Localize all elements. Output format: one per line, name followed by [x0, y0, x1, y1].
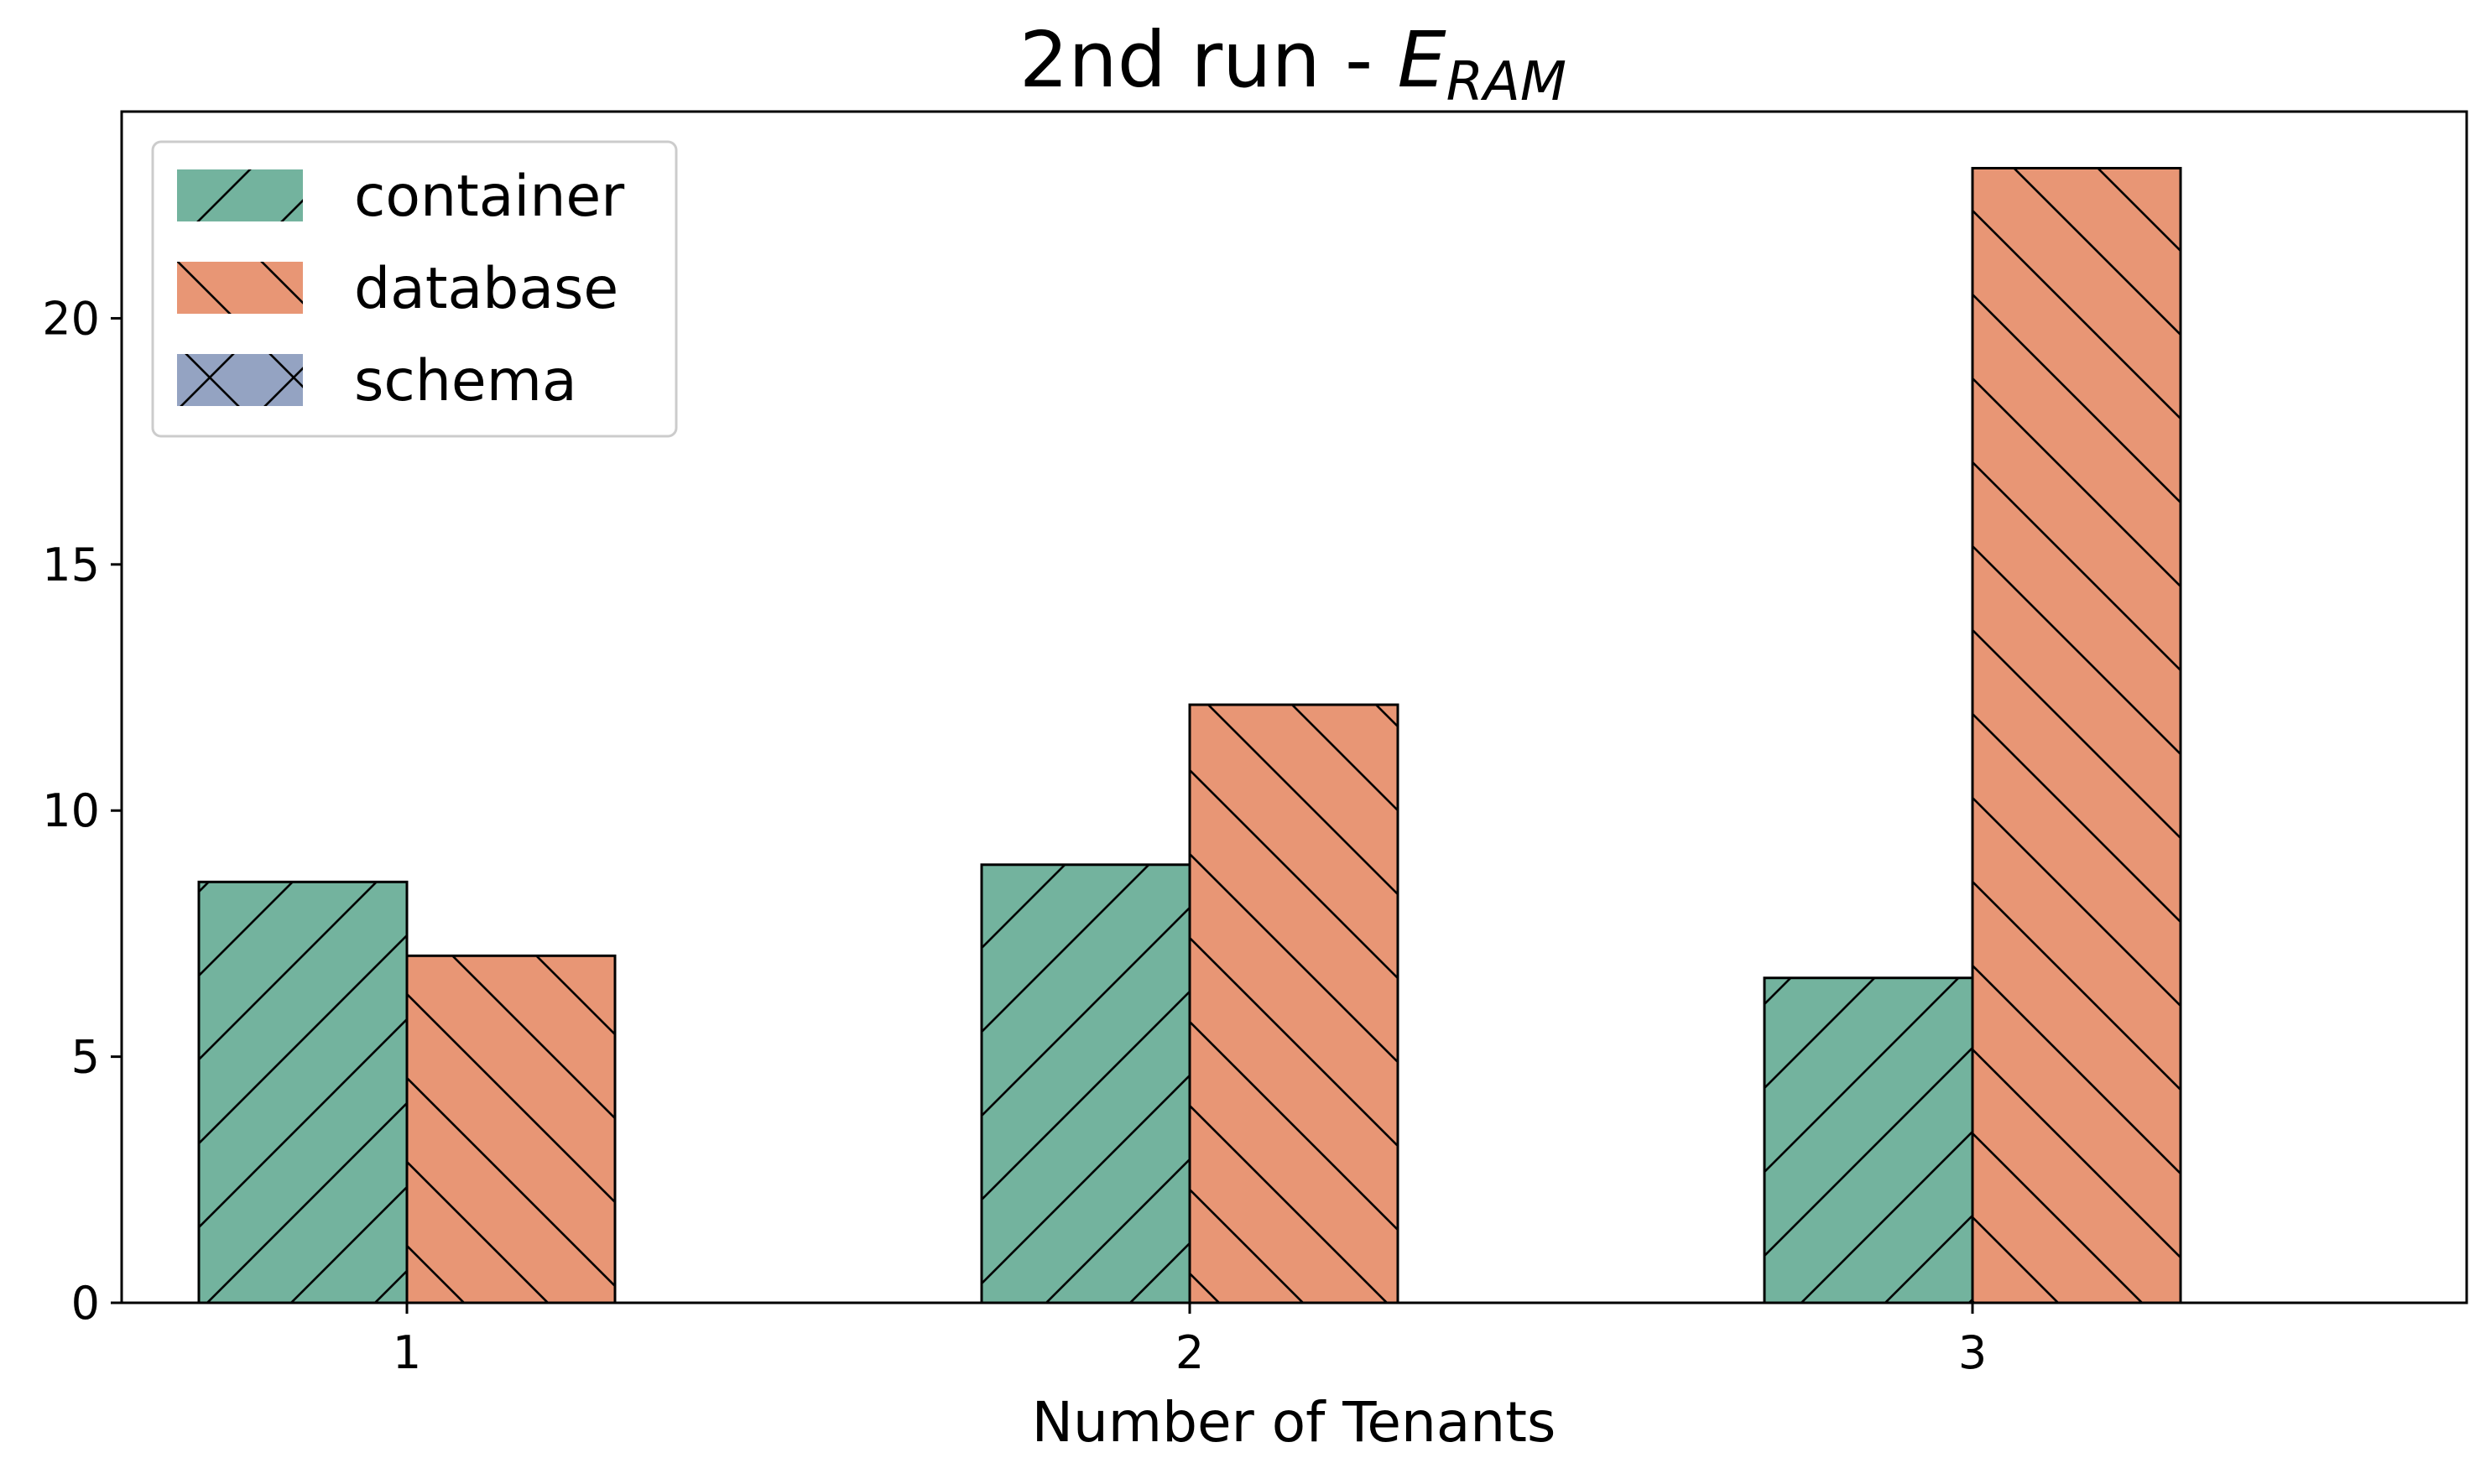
bar-database-1	[405, 954, 617, 1304]
legend-item-schema: schema	[177, 348, 577, 414]
chart-title-text: 2nd run -	[1019, 15, 1398, 105]
legend: container database schema	[151, 140, 678, 438]
x-tick-label: 2	[1175, 1326, 1204, 1379]
x-axis: 1 2 3	[393, 1303, 1987, 1379]
bar-container-2	[980, 863, 1191, 1304]
bar-container-1	[197, 880, 409, 1304]
legend-item-container: container	[177, 164, 624, 230]
bars-group	[197, 166, 2182, 1304]
legend-item-database: database	[177, 256, 618, 322]
bar-database-2	[1188, 703, 1399, 1304]
legend-swatch-hatch	[177, 169, 303, 221]
y-tick-label: 0	[71, 1277, 100, 1330]
x-tick-label: 3	[1958, 1326, 1987, 1379]
legend-label: schema	[354, 348, 577, 414]
bar-hatch	[1188, 703, 1399, 1304]
bar-hatch	[405, 954, 617, 1304]
x-axis-label: Number of Tenants	[1032, 1390, 1556, 1455]
y-tick-label: 15	[42, 539, 100, 591]
bar-container-3	[1763, 976, 1974, 1304]
y-tick-label: 10	[42, 784, 100, 837]
y-tick-label: 5	[71, 1031, 100, 1084]
legend-swatch-hatch	[177, 354, 303, 406]
legend-swatch-hatch	[177, 262, 303, 314]
bar-hatch	[980, 863, 1191, 1304]
y-tick-label: 20	[42, 292, 100, 345]
bar-hatch	[1763, 976, 1974, 1304]
legend-label: container	[354, 164, 624, 230]
bar-database-3	[1971, 166, 2182, 1304]
bar-hatch	[197, 880, 409, 1304]
chart-title-math-subscript: RAM	[1446, 51, 1566, 113]
x-tick-label: 1	[393, 1326, 421, 1379]
chart-title-math-base: E	[1398, 15, 1446, 105]
chart-title: 2nd run - ERAM	[1019, 15, 1566, 113]
bar-hatch	[1971, 166, 2182, 1304]
plot-frame	[120, 110, 2468, 1304]
legend-label: database	[354, 256, 618, 322]
y-axis: 0 5 10 15 20	[42, 292, 122, 1330]
